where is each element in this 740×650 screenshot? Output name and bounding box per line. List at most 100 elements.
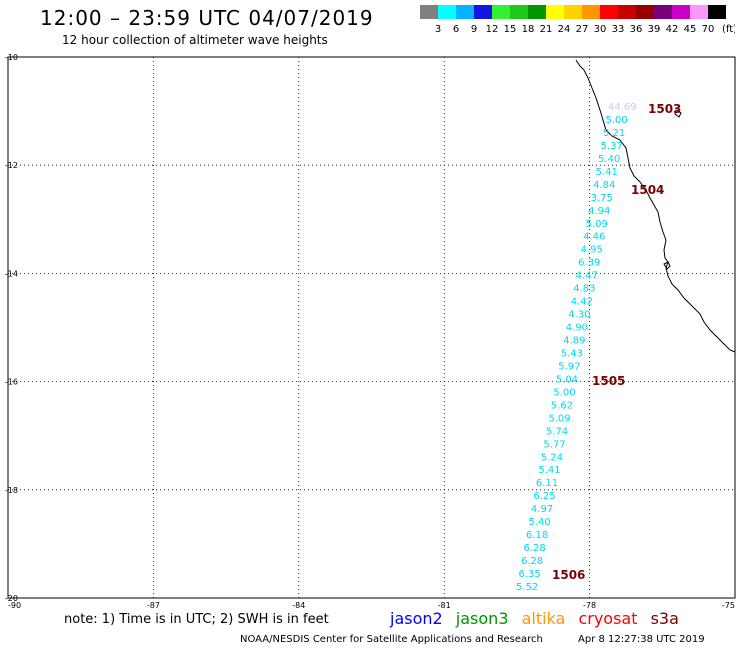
wave-height-value: 5.43 — [561, 348, 583, 359]
longitude-label: -84 — [292, 601, 305, 610]
wave-height-value: 4.95 — [581, 245, 603, 256]
colorbar-swatch — [528, 5, 546, 19]
wave-height-value: 5.09 — [586, 219, 608, 230]
wave-height-value: 5.00 — [553, 387, 575, 398]
wave-height-value: 4.83 — [573, 284, 595, 295]
latitude-label: -10 — [5, 53, 18, 62]
wave-height-value: 6.28 — [523, 543, 545, 554]
colorbar-swatch — [456, 5, 474, 19]
wave-height-value: 4.46 — [583, 232, 605, 243]
time-label: 1505 — [592, 374, 625, 388]
colorbar-swatch — [546, 5, 564, 19]
latitude-label: -18 — [5, 486, 18, 495]
colorbar-label: 27 — [576, 24, 589, 35]
colorbar-swatch — [510, 5, 528, 19]
wave-height-value: 4.30 — [568, 310, 590, 321]
footer-timestamp: Apr 8 12:27:38 UTC 2019 — [578, 634, 705, 645]
colorbar-label: 39 — [648, 24, 661, 35]
wave-height-value: 5.97 — [558, 361, 580, 372]
wave-height-value: 3.75 — [591, 193, 613, 204]
colorbar-label: 9 — [471, 24, 477, 35]
satellite-legend: jason2 jason3 altika cryosat s3a — [390, 609, 687, 628]
wave-height-value: 5.41 — [538, 465, 560, 476]
colorbar-label: 30 — [594, 24, 607, 35]
wave-height-value: 5.41 — [596, 167, 618, 178]
wave-height-value: 4.94 — [588, 206, 610, 217]
wave-height-value: 5.00 — [606, 115, 628, 126]
wave-height-value: 44.69 — [608, 102, 637, 113]
wave-height-value: 5.77 — [543, 439, 565, 450]
colorbar-swatch — [582, 5, 600, 19]
wave-height-value: 5.21 — [603, 128, 625, 139]
legend-jason3: jason3 — [455, 609, 509, 628]
wave-height-value: 6.35 — [518, 569, 540, 580]
wave-height-value: 4.89 — [563, 336, 585, 347]
wave-height-value: 4.97 — [531, 504, 553, 515]
longitude-label: -90 — [8, 601, 21, 610]
footer-credit: NOAA/NESDIS Center for Satellite Applica… — [240, 634, 543, 645]
axis-labels: -90 -87 -84 -81 -78 -75 -10 -12 -14 -16 -18 -20 — [5, 53, 735, 610]
colorbar-swatch — [672, 5, 690, 19]
colorbar-swatch — [564, 5, 582, 19]
colorbar-label: 18 — [522, 24, 535, 35]
wave-height-value: 4.84 — [593, 180, 615, 191]
latitude-label: -12 — [5, 161, 18, 170]
colorbar-swatch — [474, 5, 492, 19]
longitude-label: -81 — [438, 601, 451, 610]
colorbar-label: 21 — [540, 24, 553, 35]
colorbar-swatch — [492, 5, 510, 19]
colorbar-label: 45 — [684, 24, 697, 35]
wave-height-value: 5.04 — [556, 374, 578, 385]
wave-height-value: 6.11 — [536, 478, 558, 489]
wave-height-value: 5.40 — [598, 154, 620, 165]
wave-height-value: 6.18 — [526, 530, 548, 541]
legend-s3a: s3a — [650, 609, 679, 628]
colorbar-label: 24 — [558, 24, 571, 35]
colorbar-swatch — [420, 5, 438, 19]
colorbar-label: 3 — [435, 24, 441, 35]
coastline-islet — [663, 109, 682, 270]
colorbar-label: 70 — [702, 24, 715, 35]
page-subtitle: 12 hour collection of altimeter wave hei… — [62, 33, 328, 47]
colorbar-swatch — [600, 5, 618, 19]
legend-altika: altika — [521, 609, 566, 628]
legend-cryosat: cryosat — [578, 609, 638, 628]
wave-height-value: 4.47 — [576, 271, 598, 282]
longitude-label: -75 — [722, 601, 735, 610]
colorbar-swatch — [690, 5, 708, 19]
colorbar-swatch — [438, 5, 456, 19]
wave-height-value: 6.25 — [533, 491, 555, 502]
time-label: 1506 — [552, 568, 585, 582]
colorbar-label: 36 — [630, 24, 643, 35]
colorbar-swatch — [636, 5, 654, 19]
wave-height-value: 6.39 — [578, 258, 600, 269]
wave-height-value: 5.52 — [516, 582, 538, 593]
colorbar-swatch — [654, 5, 672, 19]
colorbar-label: 42 — [666, 24, 679, 35]
time-label: 1504 — [631, 183, 664, 197]
latitude-label: -16 — [5, 378, 18, 387]
wave-height-value: 4.42 — [571, 297, 593, 308]
colorbar-swatch — [708, 5, 726, 19]
wave-height-value: 6.28 — [521, 556, 543, 567]
wave-height-value: 5.09 — [548, 413, 570, 424]
wave-height-value: 5.24 — [541, 452, 563, 463]
footer-note: note: 1) Time is in UTC; 2) SWH is in fe… — [64, 612, 329, 627]
colorbar-label: 6 — [453, 24, 459, 35]
wave-height-value: 5.40 — [528, 517, 550, 528]
altimeter-track: 44.69 5.00 5.21 5.37 5.40 5.41 4.84 3.75 4.94 5.0… — [516, 102, 637, 593]
wave-height-value: 5.62 — [551, 400, 573, 411]
colorbar-label: 12 — [486, 24, 499, 35]
wave-height-value: 4.90 — [566, 323, 588, 334]
page-title: 12:00 – 23:59 UTC 04/07/2019 — [40, 6, 374, 30]
longitude-label: -87 — [147, 601, 160, 610]
colorbar-swatch — [618, 5, 636, 19]
wave-height-value: 5.74 — [546, 426, 568, 437]
colorbar-label: 15 — [504, 24, 517, 35]
time-label: 1503 — [648, 102, 681, 116]
wave-height-value: 5.37 — [601, 141, 623, 152]
colorbar-label: 33 — [612, 24, 625, 35]
time-labels: 1503 1504 1505 1506 — [552, 102, 681, 582]
